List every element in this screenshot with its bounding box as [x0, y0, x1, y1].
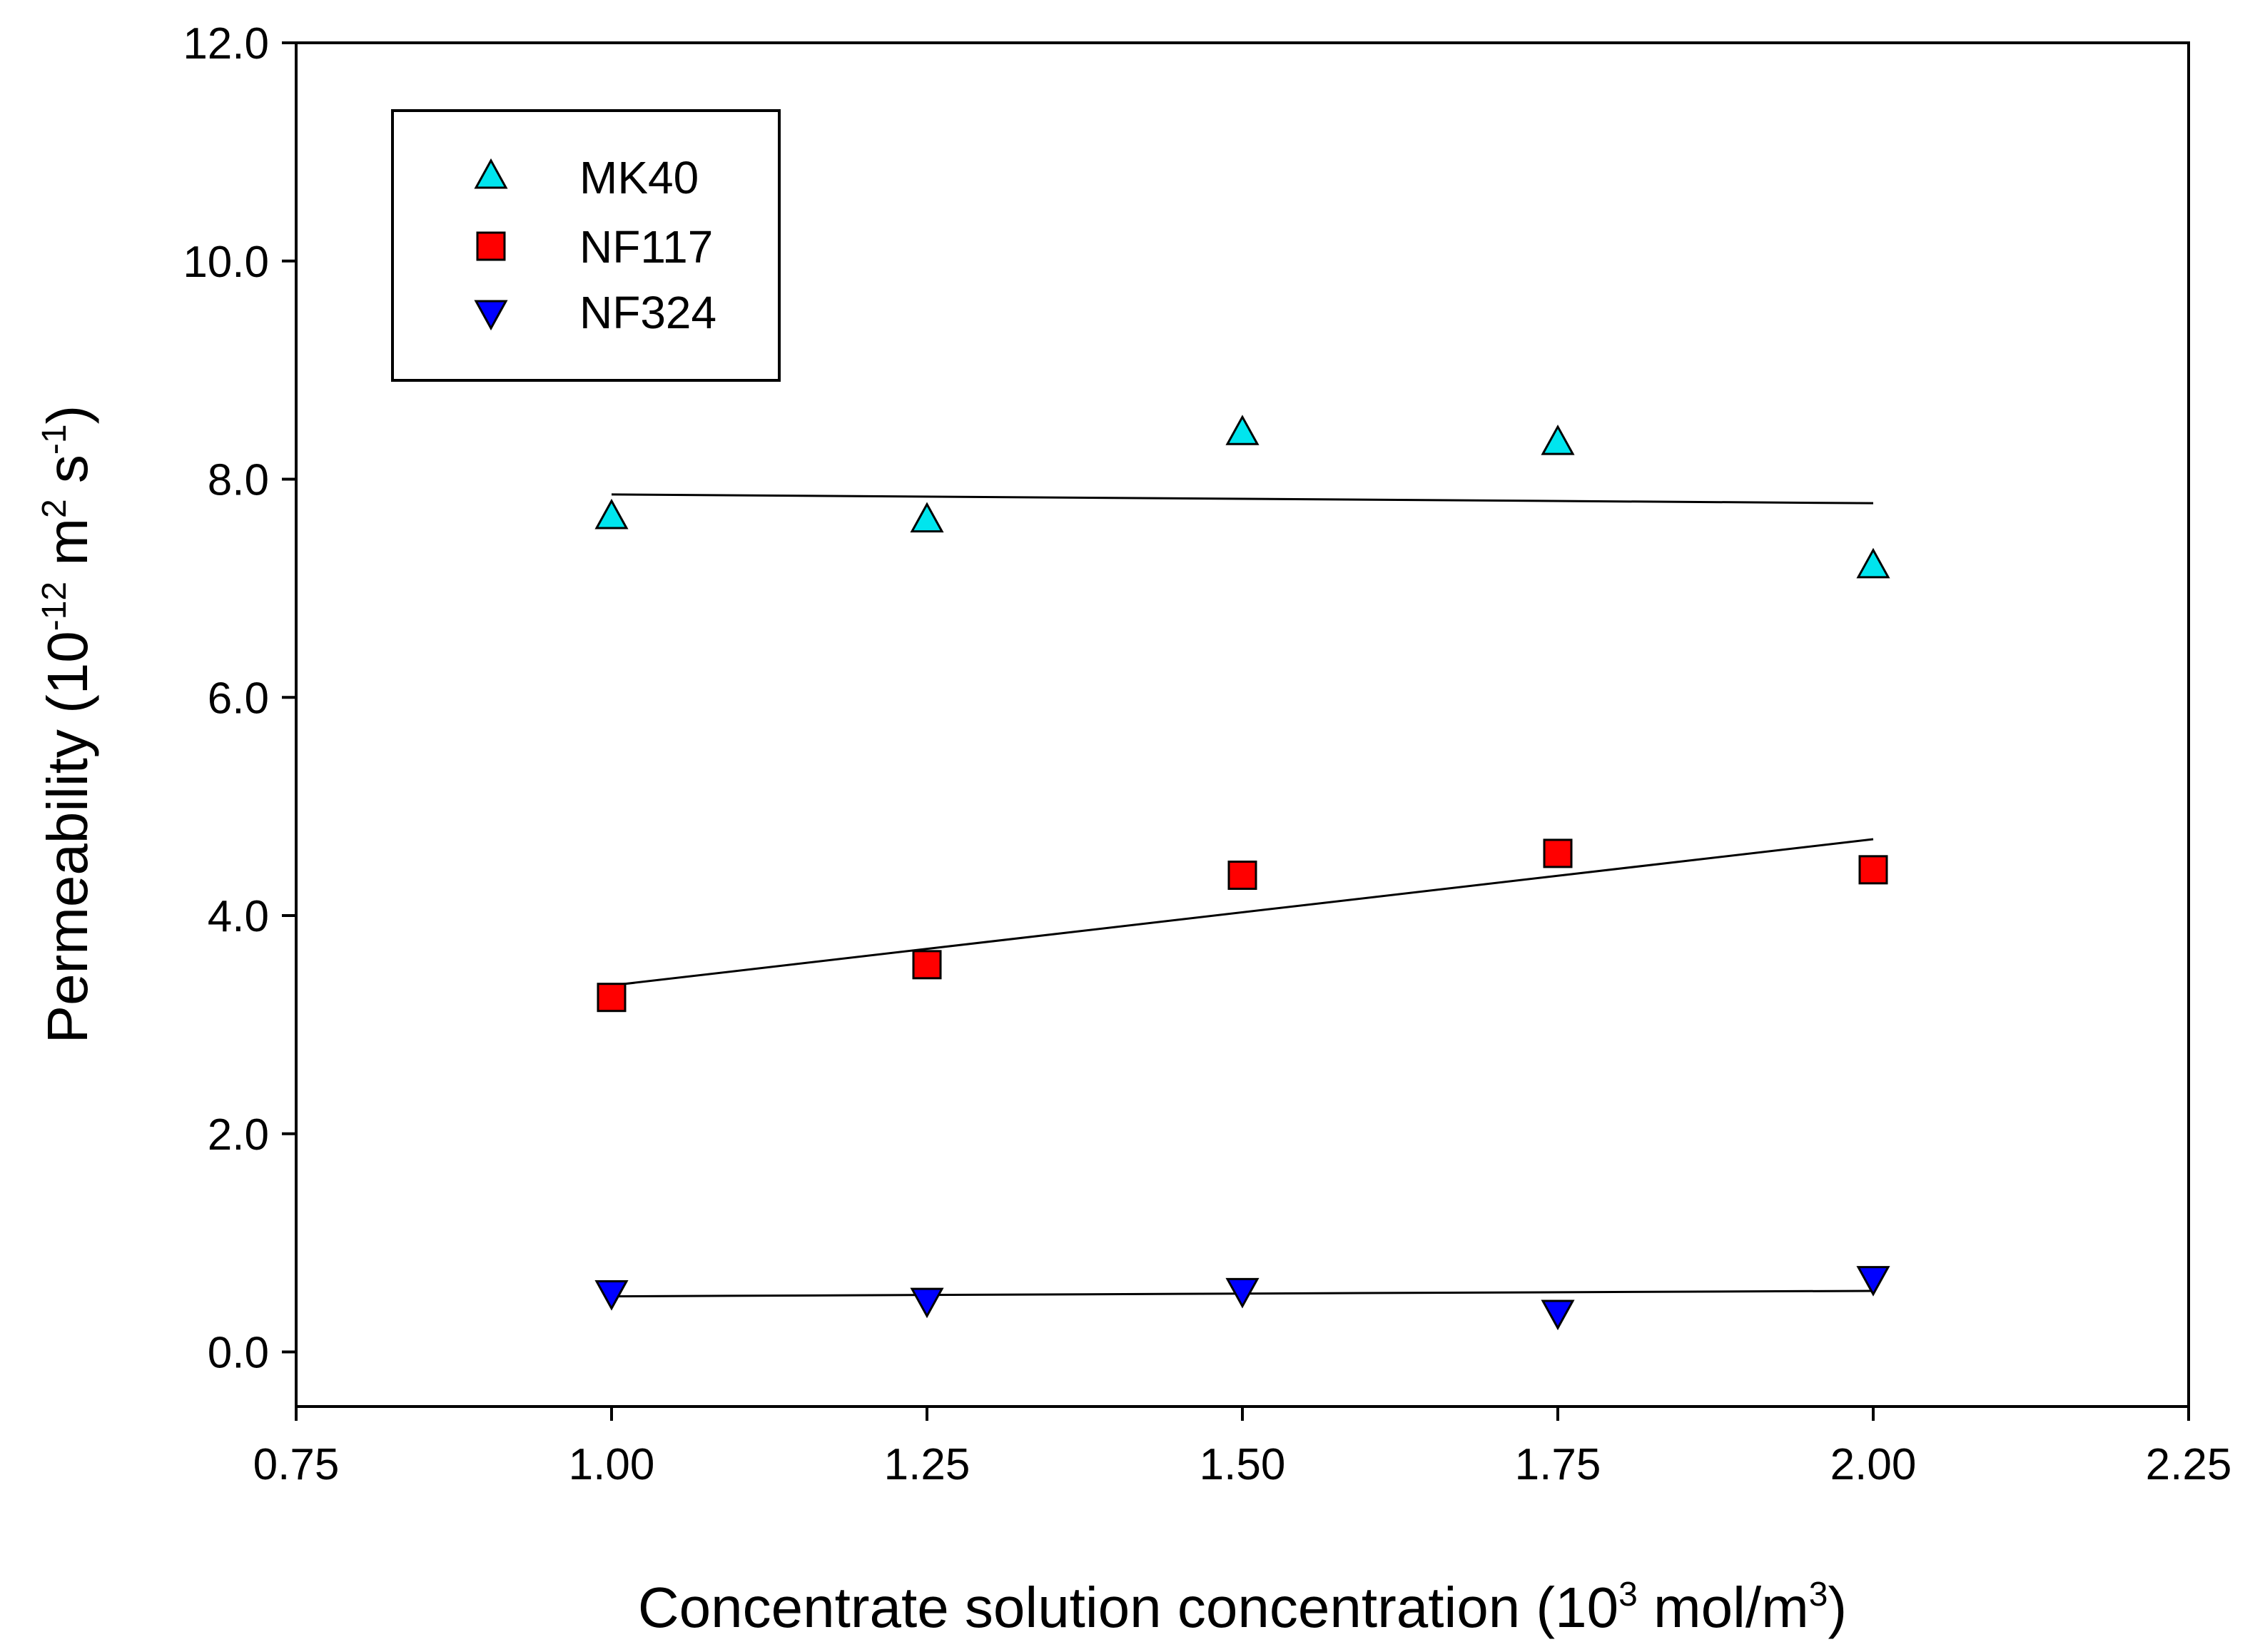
point-nf117 — [1858, 855, 1888, 885]
y-axis-title-mid2: s — [36, 455, 99, 499]
y-tick-label: 8.0 — [208, 456, 269, 505]
point-nf117 — [912, 950, 942, 980]
y-tick-label: 0.0 — [208, 1329, 269, 1378]
x-axis-title-sup2: 3 — [1809, 1576, 1828, 1613]
fit-lines — [611, 493, 1874, 1298]
y-axis-title: Permeability (10-12 m2 s-1) — [36, 405, 99, 1044]
legend-marker-nf117 — [476, 231, 506, 261]
legend-marker-mk40 — [474, 158, 508, 189]
data-markers — [594, 415, 1890, 1331]
point-mk40 — [1541, 424, 1575, 455]
x-tick-label: 2.25 — [2146, 1440, 2232, 1489]
y-tick-label: 4.0 — [208, 892, 269, 941]
point-nf117 — [1227, 860, 1257, 890]
point-mk40 — [594, 498, 629, 529]
y-axis-title-mid: m — [36, 518, 99, 582]
point-nf117 — [597, 983, 627, 1013]
y-axis-title-sup2: 2 — [36, 499, 74, 518]
x-axis-title-mid: mol/m — [1638, 1576, 1809, 1639]
legend: MK40 NF117 NF324 — [391, 109, 781, 382]
y-tick-label: 10.0 — [183, 238, 269, 287]
x-axis-title-end: ) — [1828, 1576, 1847, 1639]
y-tick-label: 12.0 — [183, 19, 269, 69]
y-axis-title-main: Permeability (10 — [36, 631, 99, 1043]
y-axis-title-end: ) — [36, 405, 99, 425]
legend-label-mk40: MK40 — [579, 152, 699, 203]
y-tick-label: 2.0 — [208, 1110, 269, 1160]
fit-line-mk40 — [611, 493, 1874, 505]
x-tick-label: 1.25 — [884, 1440, 971, 1489]
x-tick-label: 0.75 — [253, 1440, 340, 1489]
point-nf117 — [1543, 838, 1573, 868]
x-tick-label: 1.50 — [1200, 1440, 1286, 1489]
fit-line-nf117 — [611, 838, 1874, 987]
x-axis-title-sup: 3 — [1618, 1576, 1638, 1613]
point-nf324 — [1225, 1277, 1260, 1309]
y-axis-title-sup1: -12 — [36, 582, 74, 631]
legend-marker-nf324 — [474, 300, 508, 331]
point-mk40 — [910, 502, 944, 533]
point-mk40 — [1225, 415, 1260, 445]
legend-box — [391, 109, 781, 382]
point-nf324 — [910, 1287, 944, 1319]
point-nf324 — [594, 1279, 629, 1311]
y-tick-label: 6.0 — [208, 674, 269, 723]
legend-label-nf324: NF324 — [579, 287, 716, 338]
point-mk40 — [1856, 547, 1890, 579]
x-tick-label: 2.00 — [1830, 1440, 1917, 1489]
y-axis-title-sup3: -1 — [36, 424, 74, 455]
x-axis-title: Concentrate solution concentration (103 … — [638, 1576, 1847, 1639]
x-axis-title-main: Concentrate solution concentration (10 — [638, 1576, 1618, 1639]
point-nf324 — [1541, 1299, 1575, 1331]
x-tick-label: 1.75 — [1515, 1440, 1601, 1489]
axis-ticks: 0.75 1.00 1.25 1.50 1.75 2.00 2.25 0.0 2.0 4.0 6.0… — [183, 19, 2231, 1489]
point-nf324 — [1856, 1266, 1890, 1297]
x-tick-label: 1.00 — [569, 1440, 655, 1489]
legend-label-nf117: NF117 — [579, 221, 713, 273]
